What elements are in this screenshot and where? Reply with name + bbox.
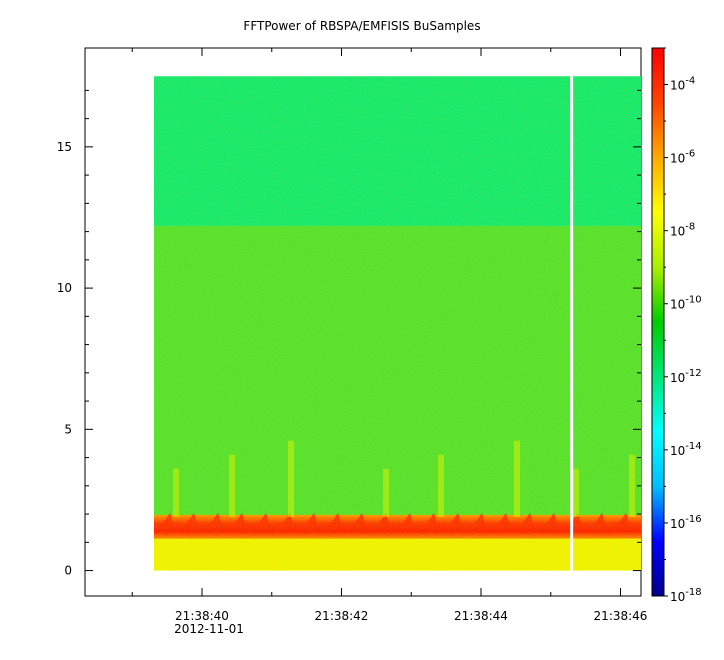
colorbar-tick-label: 10-6 bbox=[670, 149, 695, 166]
x-axis: 21:38:40 21:38:42 21:38:44 21:38:46 bbox=[131, 48, 648, 623]
colorbar-tick-label: 10-4 bbox=[670, 76, 695, 93]
y-tick-label: 15 bbox=[57, 140, 72, 154]
x-tick-label: 21:38:42 bbox=[315, 609, 369, 623]
heatmap bbox=[154, 76, 641, 571]
colorbar-tick-label: 10-10 bbox=[670, 295, 702, 312]
y-axis: 0 5 10 15 bbox=[57, 89, 641, 578]
colorbar-tick-label: 10-14 bbox=[670, 441, 702, 458]
colorbar-tick-label: 10-18 bbox=[670, 587, 702, 604]
heatmap-texture bbox=[154, 76, 641, 571]
x-tick-label: 21:38:40 bbox=[175, 609, 229, 623]
chart-title: FFTPower of RBSPA/EMFISIS BuSamples bbox=[243, 19, 480, 33]
y-tick-label: 10 bbox=[57, 281, 72, 295]
x-tick-label: 21:38:44 bbox=[454, 609, 508, 623]
colorbar-ticks: 10-4 10-6 10-8 10-10 10-12 10-14 10-16 10-18 bbox=[664, 47, 702, 604]
x-date-label: 2012-11-01 bbox=[174, 622, 244, 636]
colorbar-tick-label: 10-16 bbox=[670, 514, 702, 531]
colorbar bbox=[651, 47, 665, 597]
y-tick-label: 5 bbox=[64, 422, 72, 436]
colorbar-tick-label: 10-12 bbox=[670, 368, 702, 385]
y-tick-label: 0 bbox=[64, 564, 72, 578]
colorbar-tick-label: 10-8 bbox=[670, 222, 695, 239]
data-gap bbox=[570, 76, 574, 571]
x-tick-label: 21:38:46 bbox=[594, 609, 648, 623]
